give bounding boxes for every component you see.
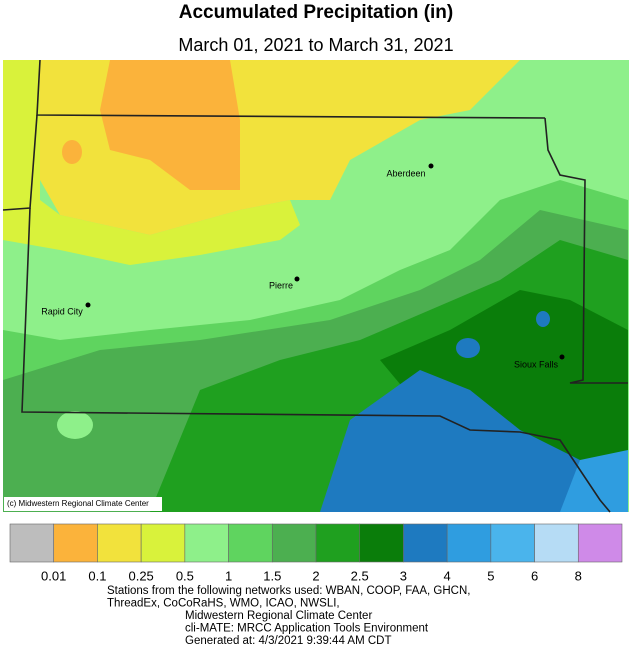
legend-label: 0.25 <box>128 568 153 583</box>
city-label: Rapid City <box>41 306 83 316</box>
legend-label: 2 <box>312 568 319 583</box>
legend-label: 6 <box>531 568 538 583</box>
legend-label: 1.5 <box>263 568 281 583</box>
legend-label: 0.5 <box>176 568 194 583</box>
city-dot <box>294 276 300 282</box>
footer-line: cli-MATE: MRCC Application Tools Environ… <box>185 623 429 635</box>
footer-line: Stations from the following networks use… <box>107 585 470 597</box>
legend-label: 3 <box>400 568 407 583</box>
city-dot <box>559 354 565 360</box>
city-label: Aberdeen <box>386 168 425 178</box>
legend-swatch <box>97 523 142 563</box>
legend-swatch <box>403 523 448 563</box>
legend-label: 1 <box>225 568 232 583</box>
city-label: Sioux Falls <box>514 359 559 369</box>
legend-swatch <box>359 523 404 563</box>
legend-swatch <box>140 523 186 563</box>
footer-line: Generated at: 4/3/2021 9:39:44 AM CDT <box>185 635 392 645</box>
legend-swatch <box>315 523 361 563</box>
state-borders <box>2 59 628 513</box>
legend-label: 0.01 <box>41 568 66 583</box>
credit-box <box>4 497 162 511</box>
title: Accumulated Precipitation (in) <box>179 2 453 23</box>
legend-label: 0.1 <box>88 568 106 583</box>
legend: 0.01 0.1 0.25 0.5 1 1.5 2 2.5 3 4 5 6 8 <box>9 523 623 583</box>
legend-swatch <box>184 523 229 563</box>
city-dot <box>428 163 434 169</box>
legend-swatch <box>228 523 273 563</box>
legend-swatch <box>53 523 98 563</box>
map: (c) Midwestern Regional Climate Center <box>2 59 629 513</box>
legend-label: 4 <box>444 568 451 583</box>
legend-swatch <box>446 523 492 563</box>
legend-swatch <box>577 523 623 563</box>
footer-line: ThreadEx, CoCoRaHS, WMO, ICAO, NWSLI, <box>107 598 340 610</box>
city-dot <box>85 302 91 308</box>
subtitle: March 01, 2021 to March 31, 2021 <box>178 35 453 55</box>
legend-swatch <box>534 523 579 563</box>
footer-line: Midwestern Regional Climate Center <box>185 610 372 622</box>
legend-label: 5 <box>487 568 494 583</box>
legend-label: 8 <box>575 568 582 583</box>
precip-fill <box>3 60 629 512</box>
legend-swatch <box>490 523 535 563</box>
legend-swatch <box>9 523 55 563</box>
credit: (c) Midwestern Regional Climate Center <box>7 499 149 508</box>
legend-label: 2.5 <box>351 568 369 583</box>
city-label: Pierre <box>269 280 293 290</box>
legend-swatch <box>271 523 317 563</box>
